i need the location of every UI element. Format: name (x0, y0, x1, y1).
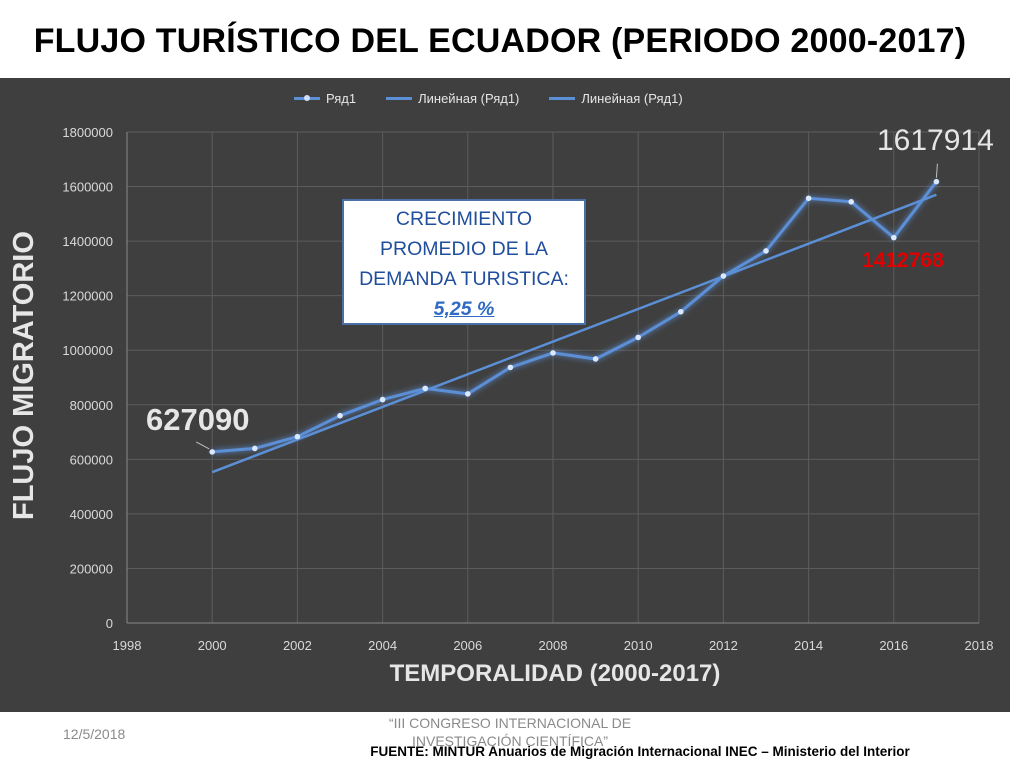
x-tick-label: 2014 (794, 638, 823, 653)
data-points (209, 178, 940, 455)
callout-line-2: PROMEDIO DE LA (380, 238, 548, 260)
footer-congress-line-1: “III CONGRESO INTERNACIONAL DE (388, 715, 632, 731)
x-tick-label: 2006 (453, 638, 482, 653)
footer-congress: “III CONGRESO INTERNACIONAL DE INVESTIGA… (360, 714, 660, 750)
tick-labels: 0 200000 400000 600000 800000 1000000 1200000 1… (62, 125, 993, 653)
x-tick-label: 2000 (198, 638, 227, 653)
y-tick-label: 1200000 (62, 289, 113, 304)
footer-date: 12/5/2018 (63, 726, 126, 742)
x-tick-label: 2002 (283, 638, 312, 653)
leader-start (195, 441, 210, 450)
data-point (379, 396, 386, 403)
data-point (422, 385, 429, 392)
x-tick-label: 2010 (624, 638, 653, 653)
legend-item-trend-1: Линейная (Ряд1) (386, 91, 519, 106)
data-point (465, 391, 471, 397)
y-tick-label: 400000 (70, 507, 113, 522)
callout-growth-value: 5,25 % (433, 298, 495, 320)
data-point (678, 308, 684, 315)
x-tick-label: 2008 (539, 638, 568, 653)
legend-item-trend-2: Линейная (Ряд1) (549, 91, 683, 106)
trendline-line (211, 193, 937, 474)
legend-item-series: Ряд1 (294, 91, 356, 106)
slide-title: FLUJO TURÍSTICO DEL ECUADOR (PERIODO 200… (33, 22, 967, 60)
data-point (252, 445, 258, 452)
callout-line-1: CRECIMIENTO (395, 208, 533, 230)
series-line (212, 180, 938, 454)
x-axis-title: TEMPORALIDAD (2000-2017) (389, 660, 721, 687)
annotation-start-value: 627090 (146, 402, 250, 437)
annotation-2016-value: 1412768 (862, 249, 944, 272)
y-tick-label: 1800000 (62, 125, 113, 140)
series-line-path (212, 180, 938, 454)
data-point (635, 334, 641, 341)
y-tick-label: 1000000 (62, 343, 113, 358)
leader-end (935, 163, 938, 178)
data-point (507, 364, 514, 371)
footer-congress-line-2: INVESTIGACIÓN CIENTÍFICA” (411, 733, 608, 749)
chart-area (0, 78, 1010, 712)
y-tick-label: 1400000 (62, 234, 113, 249)
data-point (933, 178, 940, 185)
data-point (209, 449, 215, 455)
data-point (592, 356, 599, 362)
x-tick-label: 2018 (965, 638, 994, 653)
y-tick-label: 1600000 (62, 180, 113, 195)
legend-label-series: Ряд1 (326, 91, 357, 106)
y-tick-label: 800000 (70, 398, 113, 413)
data-point (294, 433, 301, 440)
data-point (337, 412, 343, 419)
y-tick-label: 0 (106, 616, 113, 631)
data-point (805, 195, 812, 202)
annotation-leaders (195, 163, 938, 450)
legend-label-trend-1: Линейная (Ряд1) (418, 91, 520, 106)
legend-swatch-trend-1 (386, 97, 413, 100)
callout-line-3: DEMANDA TURISTICA: (359, 268, 569, 290)
trendline (211, 193, 937, 474)
data-point (848, 199, 854, 205)
annotation-end-value: 1617914 (877, 124, 994, 157)
legend-label-trend-2: Линейная (Ряд1) (581, 91, 683, 106)
legend-swatch-series (294, 95, 320, 101)
x-tick-label: 2004 (368, 638, 397, 653)
data-point (763, 248, 769, 254)
y-tick-label: 200000 (70, 561, 113, 576)
axes (126, 132, 979, 624)
x-tick-label: 1998 (113, 638, 142, 653)
data-point (891, 234, 897, 241)
chart-legend: Ряд1 Линейная (Ряд1) Линейная (Ряд1) (294, 91, 683, 106)
x-tick-label: 2016 (879, 638, 908, 653)
legend-swatch-trend-2 (549, 97, 576, 100)
y-tick-label: 600000 (70, 452, 113, 467)
footer-source: FUENTE: MINTUR Anuarios de Migración Int… (370, 744, 910, 759)
growth-callout-box: CRECIMIENTO PROMEDIO DE LA DEMANDA TURIS… (342, 199, 586, 325)
data-point (550, 350, 556, 356)
y-axis-title: FLUJO MIGRATORIO (8, 231, 40, 520)
x-tick-label: 2012 (709, 638, 738, 653)
data-point (720, 273, 727, 279)
